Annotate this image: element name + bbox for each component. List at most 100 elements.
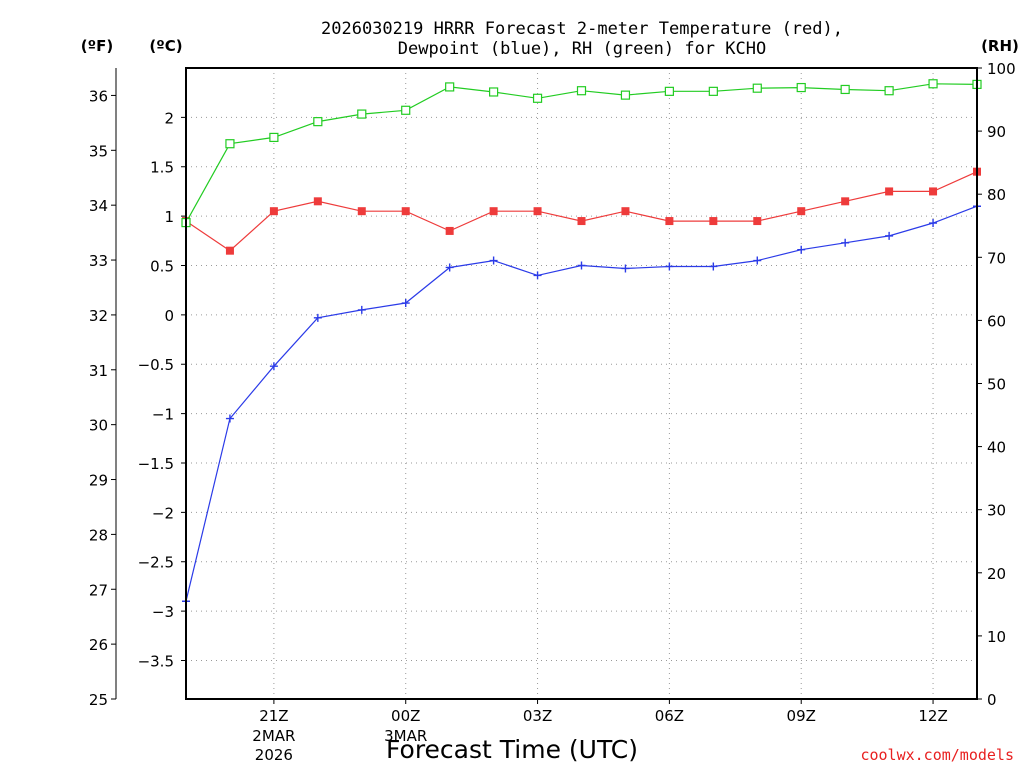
fahrenheit-tick-label: 25 [89, 691, 108, 709]
rh-data-point [225, 139, 235, 149]
fahrenheit-tick-label: 29 [89, 472, 108, 490]
fahrenheit-tick-label: 34 [89, 197, 108, 215]
plot-frame [185, 67, 978, 700]
fahrenheit-tick-label: 32 [89, 307, 108, 325]
rh-series-line [185, 83, 978, 223]
grid-lines [186, 68, 977, 699]
x-tick-date-label: 2MAR [252, 727, 295, 745]
dewpoint-data-point [225, 414, 234, 423]
rh-data-point [532, 93, 543, 103]
x-tick-label: 03Z [523, 707, 552, 725]
x-axis-label: Forecast Time (UTC) [386, 735, 638, 764]
fahrenheit-tick-label: 33 [89, 252, 108, 270]
rh-data-point [840, 84, 850, 95]
temperature-data-point [709, 217, 718, 226]
fahrenheit-unit-label: (ºF) [81, 37, 113, 55]
dewpoint-data-point [621, 264, 630, 273]
dewpoint-data-point [797, 245, 806, 254]
fahrenheit-tick-label: 27 [89, 581, 108, 599]
rh-tick-label: 30 [987, 502, 1006, 520]
x-tick-label: 09Z [787, 707, 816, 725]
dewpoint-data-point [885, 231, 894, 240]
rh-data-point [357, 109, 367, 119]
temperature-data-point [621, 207, 630, 216]
fahrenheit-tick-label: 26 [89, 636, 108, 654]
temperature-data-point [665, 217, 674, 226]
x-tick-label: 12Z [918, 707, 947, 725]
celsius-tick-label: 0 [164, 307, 174, 325]
celsius-tick-label: −3 [152, 603, 174, 621]
rh-data-point [620, 90, 631, 100]
x-tick-label: 06Z [655, 707, 684, 725]
celsius-tick-label: −3.5 [138, 652, 174, 670]
temperature-data-point [753, 217, 762, 226]
rh-tick-label: 40 [987, 439, 1006, 457]
temperature-data-point [841, 197, 850, 206]
temperature-data-point [577, 217, 586, 226]
temperature-data-point [313, 197, 322, 206]
temperature-data-point [929, 187, 938, 196]
rh-data-point [752, 83, 762, 93]
temperature-data-point [797, 207, 806, 216]
fahrenheit-tick-label: 28 [89, 526, 108, 544]
fahrenheit-tick-label: 35 [89, 142, 108, 160]
fahrenheit-tick-label: 31 [89, 362, 108, 380]
celsius-tick-label: 0.5 [150, 257, 174, 275]
temperature-data-point [489, 207, 498, 216]
rh-tick-label: 20 [987, 565, 1006, 583]
celsius-tick-label: 2 [164, 109, 174, 127]
chart-title-line-2: Dewpoint (blue), RH (green) for KCHO [398, 39, 766, 59]
rh-data-point [884, 86, 894, 96]
temperature-series-line [185, 171, 978, 252]
rh-tick-label: 100 [987, 60, 1016, 78]
chart-title-line-1: 2026030219 HRRR Forecast 2-meter Tempera… [321, 19, 843, 39]
dewpoint-data-point [445, 263, 454, 272]
rh-data-point [576, 86, 587, 96]
rh-data-point [708, 86, 718, 96]
credit-text: coolwx.com/models [860, 746, 1014, 764]
celsius-tick-label: −2 [152, 504, 174, 522]
x-tick-label: 00Z [391, 707, 420, 725]
temperature-data-point [269, 207, 278, 216]
temperature-data-point [225, 246, 234, 255]
rh-tick-label: 10 [987, 628, 1006, 646]
data-series [181, 79, 982, 606]
rh-data-point [664, 86, 674, 96]
x-tick-label: 21Z [259, 707, 288, 725]
rh-data-point [313, 117, 323, 127]
rh-tick-label: 70 [987, 249, 1006, 267]
rh-tick-label: 0 [987, 691, 997, 709]
temperature-data-point [401, 207, 410, 216]
dewpoint-data-point [665, 262, 674, 271]
dewpoint-data-point [489, 256, 498, 265]
dewpoint-data-point [577, 261, 586, 270]
rh-data-point [445, 82, 455, 92]
rh-tick-label: 60 [987, 312, 1006, 330]
temperature-data-point [533, 207, 542, 216]
celsius-unit-label: (ºC) [149, 37, 182, 55]
dewpoint-data-point [841, 238, 850, 247]
temperature-data-point [885, 187, 894, 196]
dewpoint-data-point [401, 299, 410, 308]
dewpoint-data-point [357, 305, 366, 314]
celsius-tick-label: −1.5 [138, 455, 174, 473]
rh-data-point [928, 79, 938, 89]
rh-data-point [796, 82, 806, 93]
fahrenheit-tick-label: 30 [89, 417, 108, 435]
x-tick-year-label: 2026 [255, 746, 293, 764]
temperature-data-point [445, 226, 454, 235]
rh-data-point [269, 132, 279, 143]
celsius-tick-label: 1.5 [150, 159, 174, 177]
dewpoint-data-point [709, 262, 718, 271]
celsius-tick-label: −2.5 [138, 554, 174, 572]
rh-tick-label: 80 [987, 186, 1006, 204]
dewpoint-data-point [533, 271, 542, 280]
celsius-tick-label: 1 [164, 208, 174, 226]
dewpoint-data-point [753, 256, 762, 265]
celsius-tick-label: −1 [152, 406, 174, 424]
rh-tick-label: 50 [987, 376, 1006, 394]
dewpoint-data-point [269, 362, 278, 371]
dewpoint-data-point [313, 313, 322, 322]
rh-tick-label: 90 [987, 123, 1006, 141]
